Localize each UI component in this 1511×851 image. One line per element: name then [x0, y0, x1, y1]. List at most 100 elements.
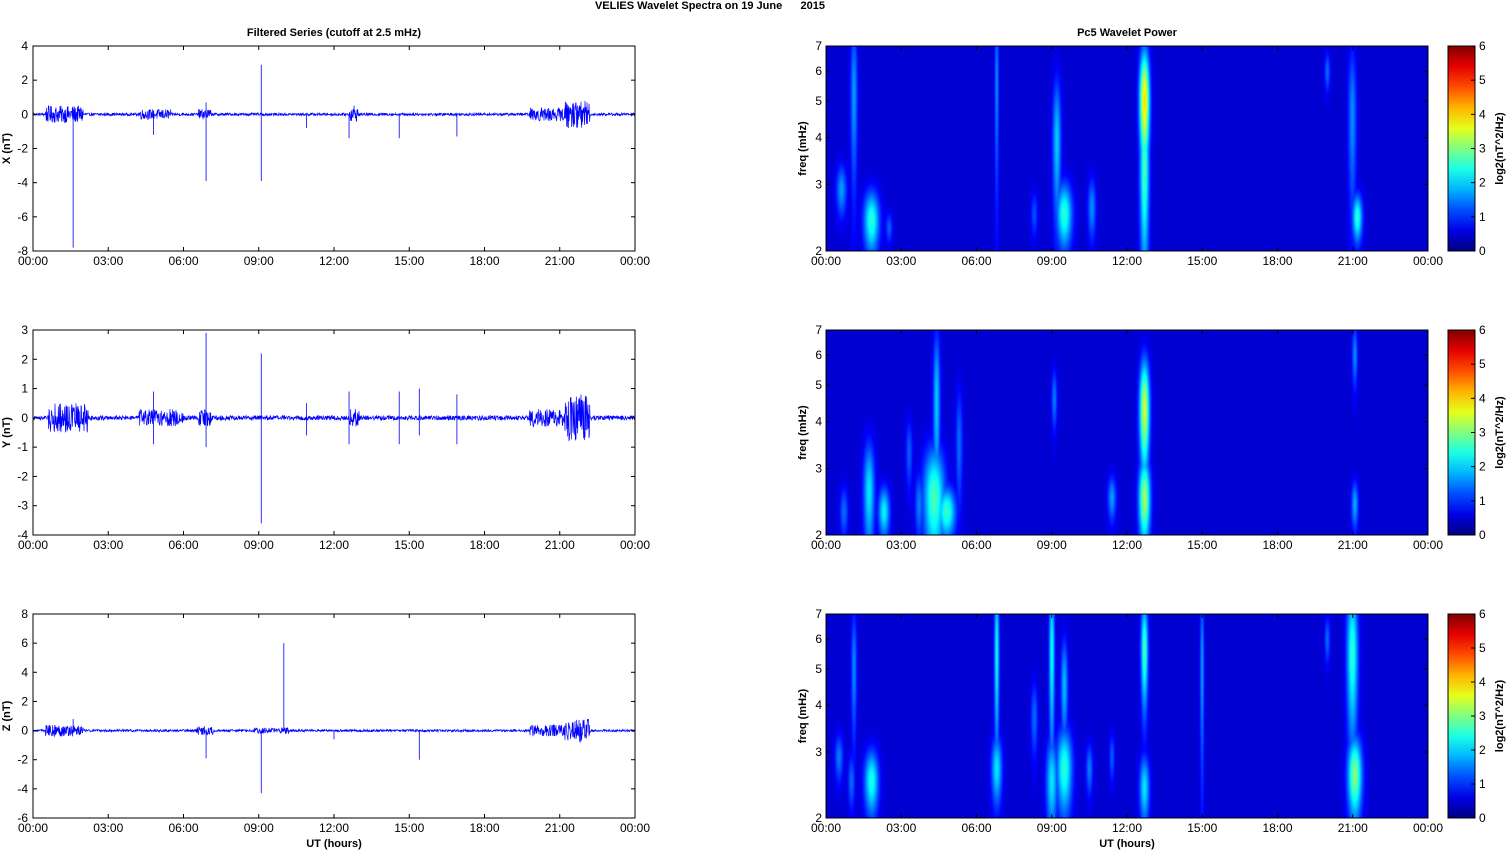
series-ytick-label: 4: [21, 39, 28, 53]
wavelet-xtick-label: 06:00: [961, 254, 991, 268]
colorbar-tick-label: 5: [1479, 357, 1486, 371]
colorbar-tick-label: 5: [1479, 73, 1486, 87]
series-xtick-label: 09:00: [244, 254, 274, 268]
series-xtick-label: 21:00: [545, 254, 575, 268]
series-panel-x: 420-2-4-6-800:00 03:00 06:00 09:00 12:00 15:0…: [1, 39, 650, 268]
colorbar-tick-label: 2: [1479, 460, 1486, 474]
wavelet-xtick-label: 18:00: [1262, 538, 1292, 552]
wavelet-xtick-label: 00:00: [811, 821, 841, 835]
series-ytick-label: 2: [21, 694, 28, 708]
wavelet-xtick-label: 21:00: [1338, 821, 1368, 835]
series-ytick-label: 2: [21, 352, 28, 366]
colorbar-tick-label: 3: [1479, 426, 1486, 440]
series-ytick-label: 4: [21, 665, 28, 679]
wavelet-panel-y: 2 3 4 5 6 7 00:00 03:00 06:00 09:00 12:00 15:00 18:0…: [797, 323, 1506, 552]
wavelet-xtick-label: 12:00: [1112, 821, 1142, 835]
colorbar-tick-label: 1: [1479, 210, 1486, 224]
wavelet-xtick-label: 18:00: [1262, 821, 1292, 835]
wavelet-xtick-label: 15:00: [1187, 538, 1217, 552]
series-xtick-label: 18:00: [469, 254, 499, 268]
wavelet-y-axis-label: freq (mHz): [797, 405, 809, 460]
wavelet-ytick-label: 7: [815, 323, 822, 337]
series-y-axis-label: Z (nT): [1, 700, 13, 731]
wavelet-panel-x: 2 3 4 5 6 7 00:00 03:00 06:00 09:00 12:00 15:00 18:0…: [797, 39, 1506, 268]
series-plot-area: [33, 614, 635, 818]
series-ytick-label: -4: [17, 782, 28, 796]
colorbar-tick-label: 4: [1479, 107, 1486, 121]
colorbar-tick-label: 6: [1479, 39, 1486, 53]
series-xtick-label: 18:00: [469, 821, 499, 835]
series-ytick-label: -1: [17, 440, 28, 454]
series-trace: [32, 100, 636, 128]
series-ytick-label: -2: [17, 469, 28, 483]
colorbar-label: log2(nT^2/Hz): [1494, 112, 1506, 185]
colorbar-scale: [1447, 45, 1476, 252]
wavelet-xtick-label: 03:00: [886, 254, 916, 268]
wavelet-xtick-label: 18:00: [1262, 254, 1292, 268]
series-xtick-label: 03:00: [93, 821, 123, 835]
series-xtick-label: 00:00: [620, 254, 650, 268]
series-plot-area: [33, 330, 635, 535]
colorbar-tick-label: 1: [1479, 494, 1486, 508]
series-y-axis-label: Y (nT): [1, 417, 13, 448]
series-xtick-label: 21:00: [545, 821, 575, 835]
colorbar-scale: [1447, 613, 1476, 819]
series-ytick-label: 3: [21, 323, 28, 337]
wavelet-ytick-label: 5: [815, 662, 822, 676]
right-x-axis-label: UT (hours): [1099, 838, 1155, 850]
wavelet-ytick-label: 6: [815, 348, 822, 362]
series-ytick-label: -2: [17, 142, 28, 156]
series-xtick-label: 12:00: [319, 538, 349, 552]
wavelet-ytick-label: 3: [815, 745, 822, 759]
colorbar-scale: [1447, 329, 1476, 536]
colorbar-tick-label: 2: [1479, 743, 1486, 757]
wavelet-ytick-label: 5: [815, 94, 822, 108]
series-xtick-label: 15:00: [394, 254, 424, 268]
series-ytick-label: -6: [17, 210, 28, 224]
series-trace: [32, 394, 636, 442]
series-xtick-label: 00:00: [18, 254, 48, 268]
colorbar-tick-label: 3: [1479, 142, 1486, 156]
wavelet-ytick-label: 4: [815, 698, 822, 712]
wavelet-xtick-label: 03:00: [886, 821, 916, 835]
colorbar: 0 1 2 3 4 5 6 log2(nT^2/Hz): [1447, 607, 1506, 825]
series-xtick-label: 06:00: [168, 821, 198, 835]
colorbar-label: log2(nT^2/Hz): [1494, 396, 1506, 469]
colorbar-tick-label: 0: [1479, 528, 1486, 542]
wavelet-xtick-label: 06:00: [961, 821, 991, 835]
series-xtick-label: 00:00: [620, 821, 650, 835]
series-ytick-label: -8: [17, 244, 28, 258]
wavelet-xtick-label: 15:00: [1187, 821, 1217, 835]
wavelet-panel-z: 2 3 4 5 6 7 00:00 03:00 06:00 09:00 12:00 15:00 18:0…: [797, 607, 1506, 835]
series-ytick-label: 0: [21, 107, 28, 121]
wavelet-xtick-label: 00:00: [811, 254, 841, 268]
series-ytick-label: 0: [21, 411, 28, 425]
wavelet-y-axis-label: freq (mHz): [797, 688, 809, 743]
wavelet-ytick-label: 4: [815, 131, 822, 145]
series-xtick-label: 09:00: [244, 821, 274, 835]
series-xtick-label: 12:00: [319, 821, 349, 835]
series-ytick-label: -3: [17, 499, 28, 513]
colorbar-tick-label: 6: [1479, 323, 1486, 337]
colorbar-tick-label: 3: [1479, 709, 1486, 723]
wavelet-xtick-label: 00:00: [1413, 821, 1443, 835]
series-xtick-label: 00:00: [18, 538, 48, 552]
series-plot-area: [33, 46, 635, 251]
colorbar-tick-label: 0: [1479, 811, 1486, 825]
series-xtick-label: 21:00: [545, 538, 575, 552]
wavelet-xtick-label: 09:00: [1037, 821, 1067, 835]
series-ytick-label: 0: [21, 724, 28, 738]
series-xtick-label: 12:00: [319, 254, 349, 268]
colorbar-tick-label: 5: [1479, 641, 1486, 655]
wavelet-xtick-label: 21:00: [1338, 254, 1368, 268]
series-ytick-label: -6: [17, 811, 28, 825]
colorbar-label: log2(nT^2/Hz): [1494, 679, 1506, 752]
wavelet-power-image: [826, 614, 1428, 818]
series-ytick-label: 8: [21, 607, 28, 621]
colorbar: 0 1 2 3 4 5 6 log2(nT^2/Hz): [1447, 39, 1506, 258]
series-ytick-label: -4: [17, 528, 28, 542]
left-x-axis-label: UT (hours): [306, 838, 362, 850]
wavelet-xtick-label: 15:00: [1187, 254, 1217, 268]
